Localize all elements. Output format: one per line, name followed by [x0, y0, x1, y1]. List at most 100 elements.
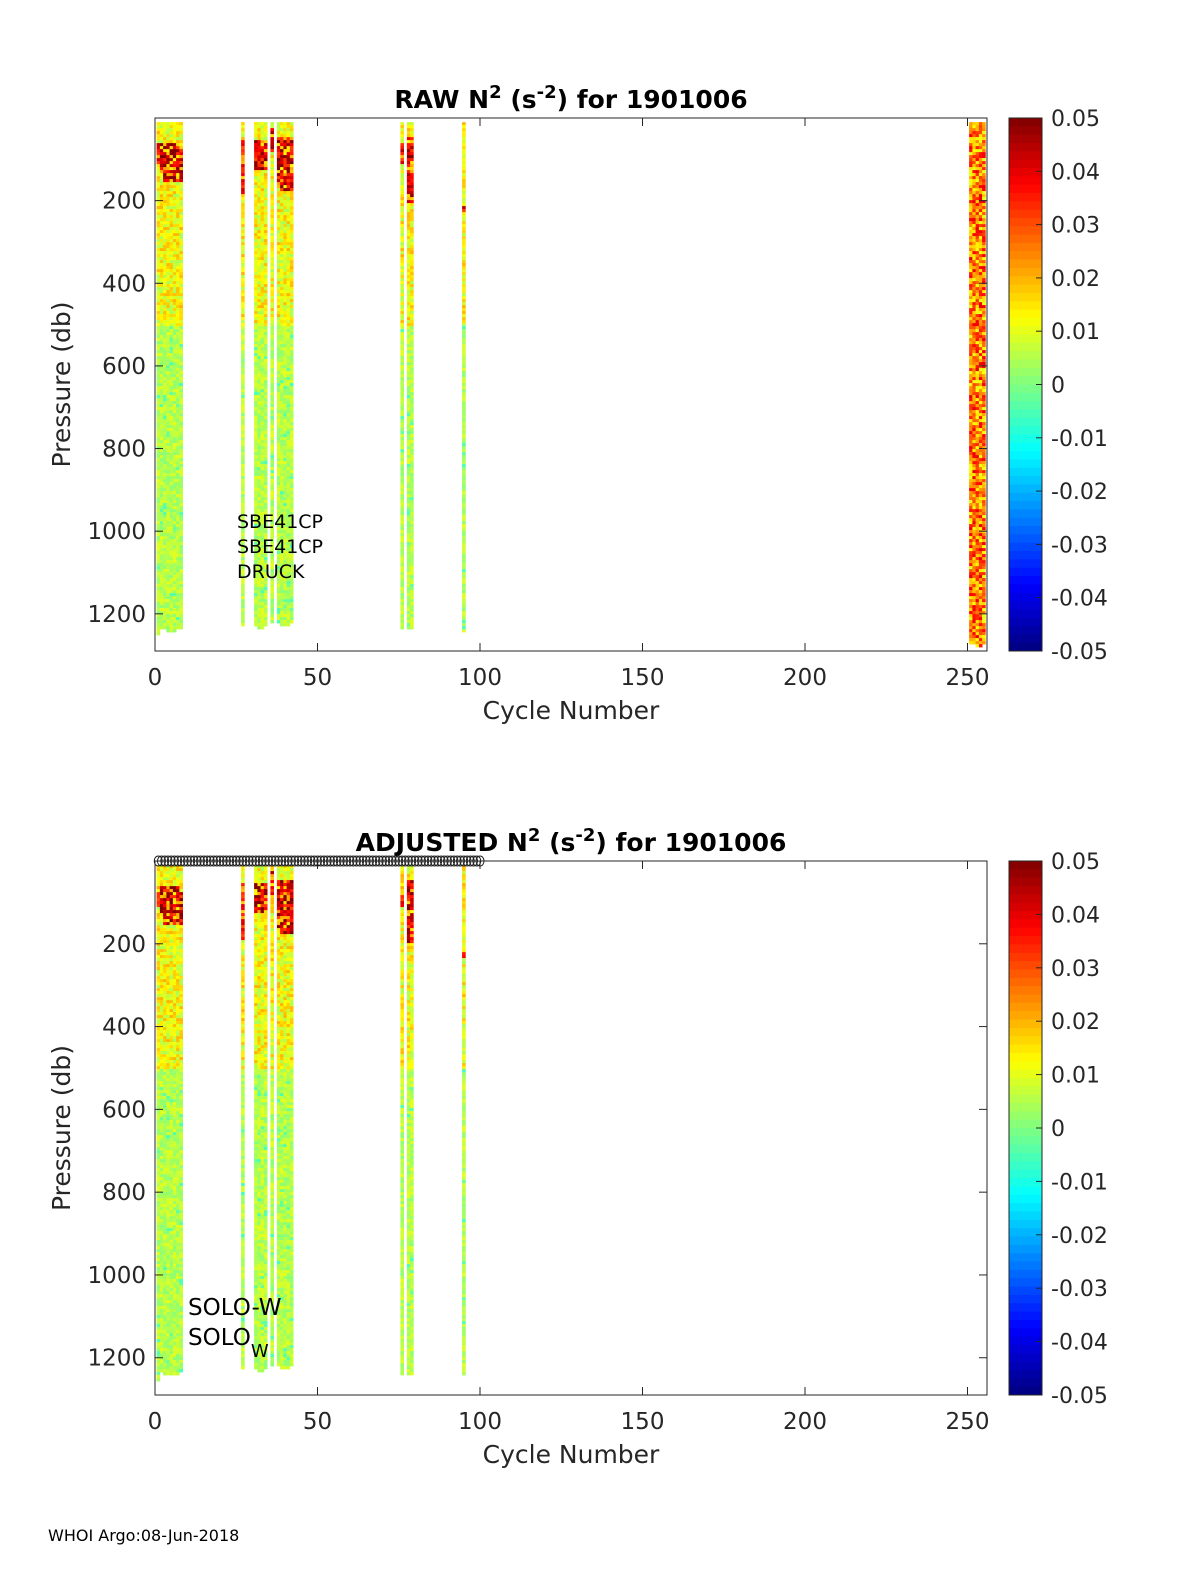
heatmap-cell [163, 473, 167, 477]
heatmap-cell [280, 617, 284, 621]
heatmap-cell [172, 398, 177, 402]
heatmap-cell [276, 152, 281, 156]
heatmap-cell [972, 131, 976, 135]
heatmap-cell [159, 581, 164, 585]
heatmap-cell [400, 194, 404, 198]
heatmap-cell [270, 509, 274, 513]
heatmap-cell [172, 602, 177, 606]
heatmap-cell [270, 209, 274, 213]
heatmap-cell [978, 395, 983, 399]
heatmap-cell [270, 485, 274, 489]
heatmap-cell [975, 146, 980, 150]
heatmap-cell [283, 125, 287, 129]
heatmap-cell [283, 317, 287, 321]
heatmap-cell [163, 437, 167, 441]
heatmap-cell [286, 476, 291, 480]
heatmap-cell [159, 548, 164, 552]
heatmap-column [166, 122, 170, 633]
heatmap-cell [276, 233, 281, 237]
heatmap-cell [276, 134, 281, 138]
heatmap-cell [179, 443, 183, 447]
heatmap-cell [982, 284, 986, 288]
heatmap-cell [179, 263, 183, 267]
heatmap-cell [263, 530, 268, 534]
heatmap-cell [270, 224, 274, 228]
heatmap-cell [254, 131, 258, 135]
heatmap-cell [406, 455, 411, 459]
heatmap-cell [176, 335, 180, 339]
heatmap-cell [263, 485, 268, 489]
heatmap-cell [169, 452, 174, 456]
heatmap-cell [156, 602, 161, 606]
heatmap-cell [410, 443, 414, 447]
heatmap-cell [969, 482, 973, 486]
heatmap-cell [156, 521, 161, 525]
heatmap-cell [978, 566, 983, 570]
heatmap-cell [176, 461, 180, 465]
heatmap-cell [982, 452, 986, 456]
heatmap-cell [176, 356, 180, 360]
heatmap-cell [166, 365, 170, 369]
heatmap-cell [289, 362, 294, 366]
heatmap-cell [169, 461, 174, 465]
heatmap-cell [169, 215, 174, 219]
heatmap-cell [260, 299, 265, 303]
heatmap-cell [969, 638, 973, 642]
heatmap-cell [286, 371, 291, 375]
heatmap-cell [176, 308, 180, 312]
heatmap-cell [254, 158, 258, 162]
heatmap-cell [257, 599, 261, 603]
heatmap-cell [283, 311, 287, 315]
heatmap-cell [241, 170, 245, 174]
heatmap-cell [276, 542, 281, 546]
heatmap-cell [257, 290, 261, 294]
heatmap-cell [176, 542, 180, 546]
heatmap-cell [975, 182, 980, 186]
heatmap-cell [286, 584, 291, 588]
heatmap-cell [179, 431, 183, 435]
heatmap-cell [410, 569, 414, 573]
heatmap-cell [982, 137, 986, 141]
heatmap-cell [286, 506, 291, 510]
heatmap-cell [972, 536, 976, 540]
heatmap-cell [159, 419, 164, 423]
colorbar-segment [1009, 159, 1042, 169]
heatmap-cell [172, 413, 177, 417]
heatmap-cell [975, 281, 980, 285]
heatmap-cell [156, 428, 161, 432]
heatmap-cell [159, 233, 164, 237]
heatmap-cell [176, 383, 180, 387]
heatmap-cell [263, 623, 268, 627]
heatmap-cell [172, 353, 177, 357]
heatmap-cell [257, 251, 261, 255]
heatmap-cell [159, 356, 164, 360]
heatmap-cell [260, 374, 265, 378]
heatmap-cell [156, 491, 161, 495]
heatmap-cell [406, 296, 411, 300]
heatmap-cell [978, 485, 983, 489]
heatmap-cell [169, 380, 174, 384]
heatmap-cell [241, 605, 245, 609]
heatmap-cell [276, 290, 281, 294]
heatmap-cell [172, 350, 177, 354]
heatmap-cell [163, 449, 167, 453]
colorbar-segment [1009, 226, 1042, 236]
heatmap-cell [166, 605, 170, 609]
heatmap-cell [156, 898, 161, 902]
heatmap-cell [263, 428, 268, 432]
heatmap-cell [975, 323, 980, 327]
heatmap-cell [286, 566, 291, 570]
heatmap-cell [172, 545, 177, 549]
heatmap-cell [975, 359, 980, 363]
heatmap-cell [172, 410, 177, 414]
heatmap-cell [254, 281, 258, 285]
heatmap-cell [159, 194, 164, 198]
heatmap-cell [978, 554, 983, 558]
heatmap-cell [169, 389, 174, 393]
heatmap-cell [975, 125, 980, 129]
heatmap-cell [166, 422, 170, 426]
heatmap-cell [400, 317, 404, 321]
heatmap-cell [978, 314, 983, 318]
heatmap-cell [400, 617, 404, 621]
heatmap-cell [410, 413, 414, 417]
